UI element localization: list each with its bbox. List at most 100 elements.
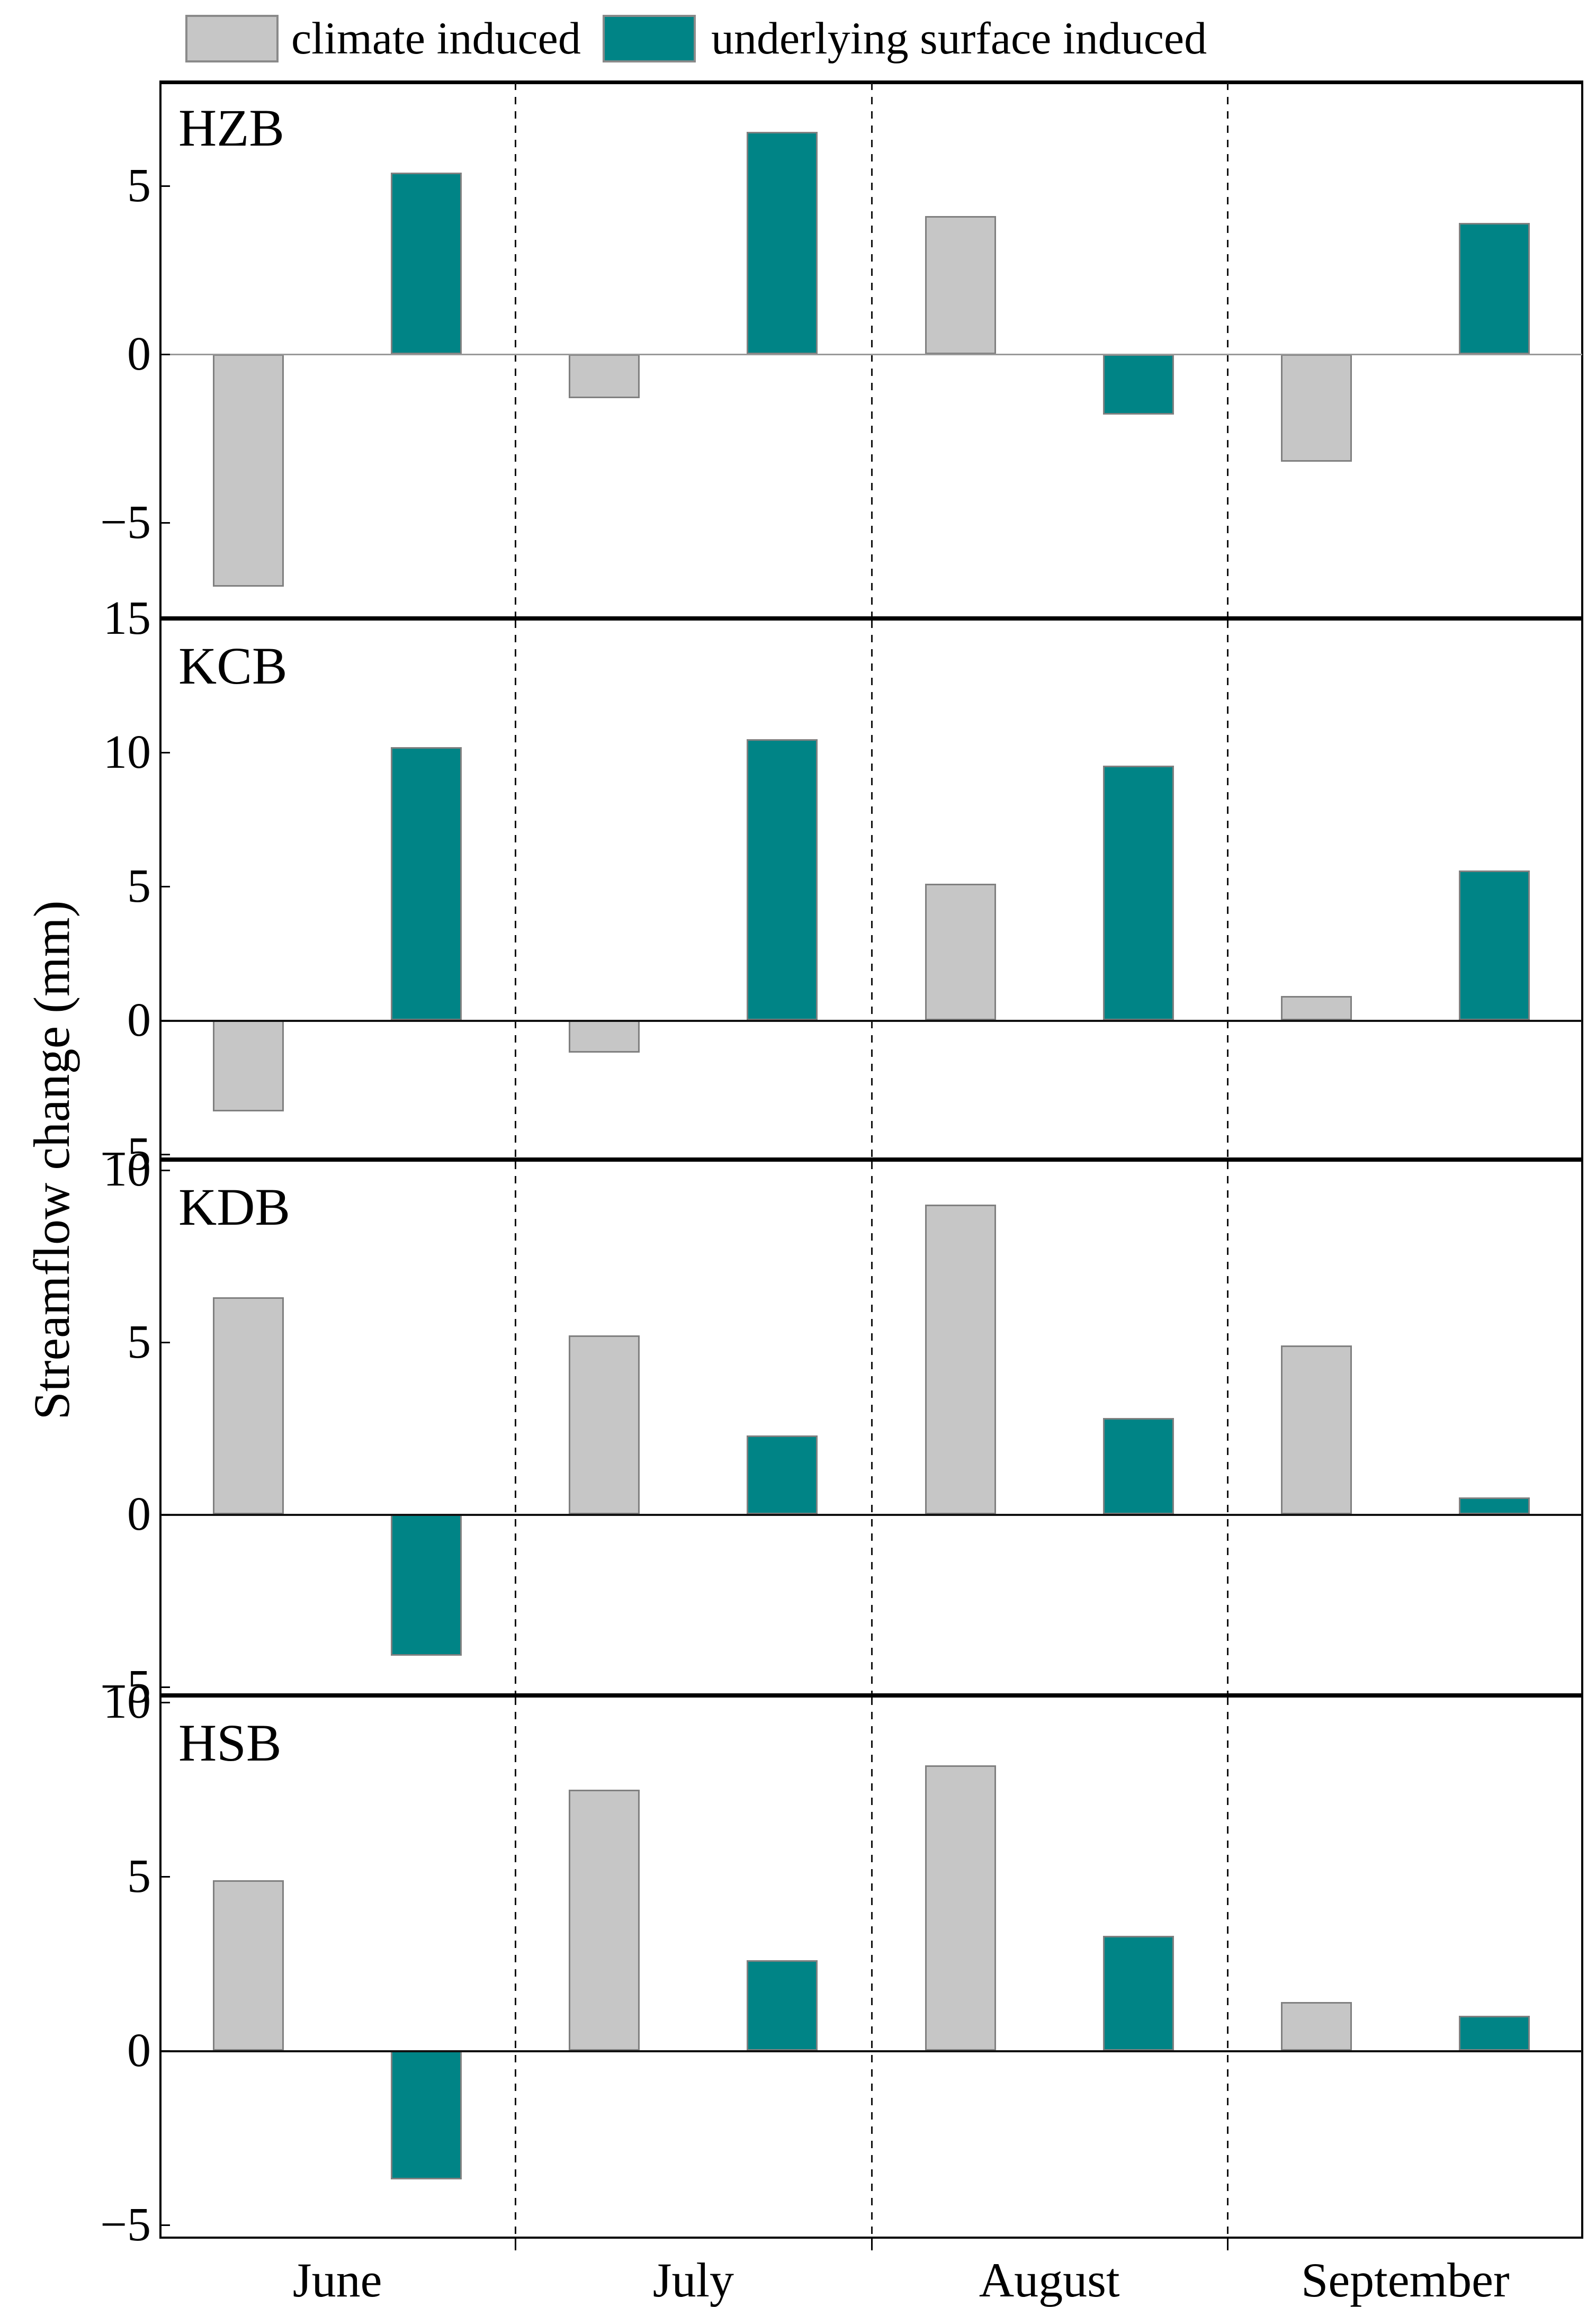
bar-hsb-august-climate bbox=[925, 1765, 996, 2051]
y-tick-label-kcb-15: 15 bbox=[103, 592, 151, 644]
bar-hsb-september-climate bbox=[1280, 2001, 1352, 2051]
legend-label-climate: climate induced bbox=[291, 13, 581, 64]
bar-hzb-july-climate bbox=[569, 354, 640, 398]
bar-kdb-june-surface bbox=[391, 1514, 462, 1656]
x-axis-label-june: June bbox=[292, 2253, 382, 2307]
month-separator-hsb-1 bbox=[515, 1698, 517, 2237]
panel-label-hzb: HZB bbox=[178, 98, 284, 157]
y-tick-label-kcb--5: −5 bbox=[100, 1127, 151, 1180]
panel-border-hzb bbox=[159, 80, 1583, 618]
y-tick-label-kcb-0: 0 bbox=[127, 993, 151, 1046]
y-tick-label-kdb-5: 5 bbox=[127, 1315, 151, 1368]
zero-line-hsb bbox=[160, 2050, 1582, 2052]
bar-kdb-august-surface bbox=[1102, 1418, 1174, 1515]
x-axis-label-august: August bbox=[979, 2253, 1120, 2307]
y-tick-label-hsb-5: 5 bbox=[127, 1850, 151, 1902]
y-tick-hsb--5 bbox=[159, 2224, 170, 2226]
month-separator-kcb-2 bbox=[871, 621, 873, 1157]
y-tick-hzb--5 bbox=[159, 522, 170, 524]
bar-kcb-september-climate bbox=[1280, 996, 1352, 1020]
x-tick-1 bbox=[515, 2239, 517, 2250]
bar-hsb-july-surface bbox=[747, 1960, 818, 2051]
month-separator-hzb-2 bbox=[871, 83, 873, 616]
legend-label-surface: underlying surface induced bbox=[711, 13, 1207, 64]
panel-border-kdb bbox=[159, 1160, 1583, 1695]
bar-kdb-september-surface bbox=[1458, 1497, 1530, 1515]
bar-hsb-august-surface bbox=[1102, 1935, 1174, 2051]
bar-kcb-july-surface bbox=[747, 739, 818, 1020]
y-tick-kdb-5 bbox=[159, 1341, 170, 1343]
bar-kdb-august-climate bbox=[925, 1204, 996, 1515]
bar-hsb-june-surface bbox=[391, 2050, 462, 2180]
y-tick-hsb-0 bbox=[159, 2050, 170, 2052]
y-tick-hsb-10 bbox=[159, 1702, 170, 1704]
y-tick-label-kdb-10: 10 bbox=[103, 1143, 151, 1196]
bar-hsb-september-surface bbox=[1458, 2016, 1530, 2051]
y-tick-kcb-5 bbox=[159, 885, 170, 887]
month-separator-kcb-3 bbox=[1226, 621, 1229, 1157]
bar-kcb-june-climate bbox=[213, 1020, 284, 1111]
bar-kcb-august-climate bbox=[925, 883, 996, 1020]
panel-label-hsb: HSB bbox=[178, 1713, 282, 1772]
y-tick-label-kcb-10: 10 bbox=[103, 725, 151, 778]
bar-hzb-june-climate bbox=[213, 354, 284, 587]
bar-kdb-september-climate bbox=[1280, 1345, 1352, 1515]
panel-border-hsb bbox=[159, 1695, 1583, 2239]
zero-line-kdb bbox=[160, 1514, 1582, 1516]
zero-line-kcb bbox=[160, 1019, 1582, 1022]
bar-kdb-june-climate bbox=[213, 1297, 284, 1515]
y-tick-kcb-15 bbox=[159, 618, 170, 620]
month-separator-kdb-2 bbox=[871, 1162, 873, 1693]
y-tick-kcb-0 bbox=[159, 1019, 170, 1021]
x-axis-label-september: September bbox=[1301, 2253, 1510, 2307]
bar-kcb-july-climate bbox=[569, 1020, 640, 1053]
bar-hzb-august-climate bbox=[925, 216, 996, 354]
bar-kcb-august-surface bbox=[1102, 766, 1174, 1020]
y-tick-kcb--5 bbox=[159, 1153, 170, 1155]
bar-kcb-june-surface bbox=[391, 747, 462, 1020]
y-tick-label-kdb--5: −5 bbox=[100, 1660, 151, 1713]
bar-hsb-july-climate bbox=[569, 1789, 640, 2051]
month-separator-hsb-3 bbox=[1226, 1698, 1229, 2237]
month-separator-kdb-3 bbox=[1226, 1162, 1229, 1693]
bar-kcb-september-surface bbox=[1458, 870, 1530, 1020]
bar-kdb-july-surface bbox=[747, 1435, 818, 1515]
y-tick-label-hsb-0: 0 bbox=[127, 2024, 151, 2077]
y-tick-kdb--5 bbox=[159, 1686, 170, 1688]
month-separator-hzb-3 bbox=[1226, 83, 1229, 616]
month-separator-hzb-1 bbox=[515, 83, 517, 616]
panel-label-kcb: KCB bbox=[178, 636, 288, 695]
bar-kdb-july-climate bbox=[569, 1335, 640, 1515]
y-tick-label-hzb-5: 5 bbox=[127, 159, 151, 212]
x-tick-2 bbox=[871, 2239, 873, 2250]
panel-label-kdb: KDB bbox=[178, 1178, 291, 1236]
legend-swatch-surface bbox=[603, 15, 696, 62]
bar-hzb-september-climate bbox=[1280, 354, 1352, 462]
x-axis-label-july: July bbox=[652, 2253, 734, 2307]
y-tick-hsb-5 bbox=[159, 1876, 170, 1878]
bar-hzb-august-surface bbox=[1102, 354, 1174, 415]
legend-swatch-climate bbox=[185, 15, 279, 62]
y-tick-label-hzb-0: 0 bbox=[127, 327, 151, 380]
y-tick-hzb-5 bbox=[159, 185, 170, 187]
bar-hsb-june-climate bbox=[213, 1880, 284, 2051]
y-tick-label-kdb-0: 0 bbox=[127, 1488, 151, 1541]
y-tick-label-hzb--5: −5 bbox=[100, 496, 151, 549]
month-separator-kcb-1 bbox=[515, 621, 517, 1157]
bar-hzb-september-surface bbox=[1458, 222, 1530, 354]
y-tick-label-kcb-5: 5 bbox=[127, 859, 151, 912]
month-separator-kdb-1 bbox=[515, 1162, 517, 1693]
panel-border-kcb bbox=[159, 618, 1583, 1160]
y-tick-kdb-0 bbox=[159, 1514, 170, 1516]
y-tick-hzb-0 bbox=[159, 353, 170, 355]
bar-hzb-july-surface bbox=[747, 132, 818, 354]
y-tick-kcb-10 bbox=[159, 751, 170, 753]
y-tick-kdb-10 bbox=[159, 1169, 170, 1171]
y-tick-label-hsb--5: −5 bbox=[100, 2198, 151, 2251]
x-tick-3 bbox=[1226, 2239, 1229, 2250]
zero-line-hzb bbox=[160, 353, 1582, 355]
y-tick-label-hsb-10: 10 bbox=[103, 1676, 151, 1729]
bar-hzb-june-surface bbox=[391, 172, 462, 354]
month-separator-hsb-2 bbox=[871, 1698, 873, 2237]
